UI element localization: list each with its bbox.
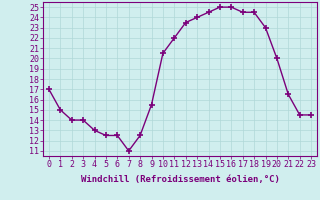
X-axis label: Windchill (Refroidissement éolien,°C): Windchill (Refroidissement éolien,°C) — [81, 175, 279, 184]
